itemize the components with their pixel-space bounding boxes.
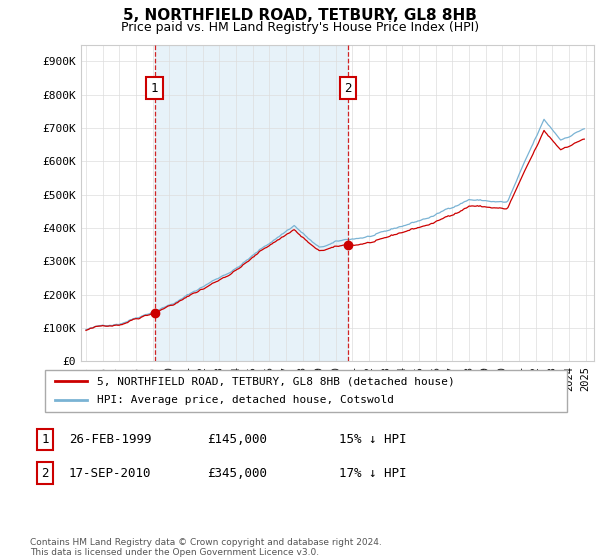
Text: 1: 1 [151, 82, 158, 95]
Text: Price paid vs. HM Land Registry's House Price Index (HPI): Price paid vs. HM Land Registry's House … [121, 21, 479, 34]
Bar [155, 45, 347, 361]
Text: 5, NORTHFIELD ROAD, TETBURY, GL8 8HB (detached house): 5, NORTHFIELD ROAD, TETBURY, GL8 8HB (de… [97, 376, 455, 386]
Text: Contains HM Land Registry data © Crown copyright and database right 2024.
This d: Contains HM Land Registry data © Crown c… [30, 538, 382, 557]
Text: £345,000: £345,000 [207, 466, 267, 480]
Text: HPI: Average price, detached house, Cotswold: HPI: Average price, detached house, Cots… [97, 395, 394, 405]
Text: 15% ↓ HPI: 15% ↓ HPI [339, 433, 407, 446]
Text: 26-FEB-1999: 26-FEB-1999 [69, 433, 151, 446]
Text: 2: 2 [41, 466, 49, 480]
Text: 5, NORTHFIELD ROAD, TETBURY, GL8 8HB: 5, NORTHFIELD ROAD, TETBURY, GL8 8HB [123, 8, 477, 24]
Text: 17% ↓ HPI: 17% ↓ HPI [339, 466, 407, 480]
Text: 1: 1 [41, 433, 49, 446]
Text: 17-SEP-2010: 17-SEP-2010 [69, 466, 151, 480]
Text: 2: 2 [344, 82, 352, 95]
Text: £145,000: £145,000 [207, 433, 267, 446]
